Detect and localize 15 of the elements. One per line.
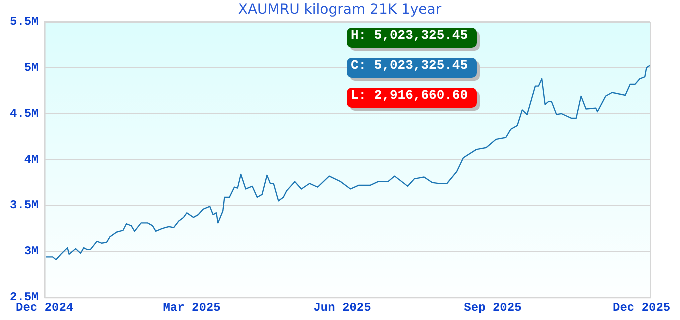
- y-tick-label: 5.5M: [10, 15, 39, 30]
- x-tick-label: Mar 2025: [163, 300, 221, 315]
- annotation: C: 5,023,325.45: [347, 58, 478, 78]
- x-tick-label: Sep 2025: [464, 300, 522, 315]
- y-tick-label: 4M: [24, 152, 39, 167]
- x-tick-label: Dec 2024: [16, 300, 74, 315]
- x-tick-label: Dec 2025: [613, 300, 671, 315]
- y-tick-label: 5M: [24, 60, 39, 75]
- y-tick-label: 3M: [24, 244, 39, 259]
- y-tick-label: 4.5M: [10, 106, 39, 121]
- chart-title: XAUMRU kilogram 21K 1year: [238, 2, 442, 18]
- annotation: L: 2,916,660.60: [347, 88, 478, 108]
- y-tick-label: 3.5M: [10, 198, 39, 213]
- annotation: H: 5,023,325.45: [347, 28, 478, 48]
- x-tick-label: Jun 2025: [314, 300, 372, 315]
